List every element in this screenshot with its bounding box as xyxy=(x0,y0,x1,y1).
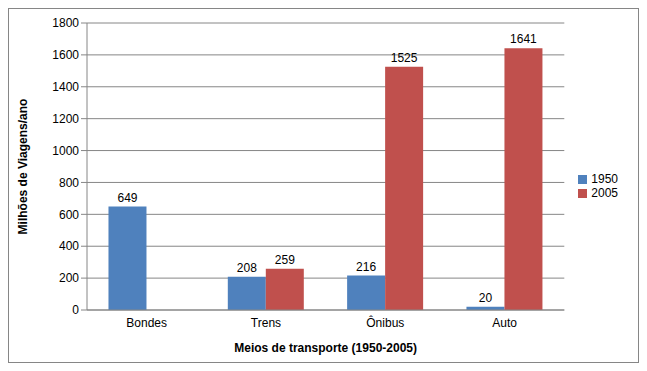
svg-text:208: 208 xyxy=(237,261,257,275)
svg-text:Trens: Trens xyxy=(251,316,281,330)
svg-text:600: 600 xyxy=(59,208,79,222)
svg-text:1600: 1600 xyxy=(52,48,79,62)
svg-text:1400: 1400 xyxy=(52,80,79,94)
svg-text:649: 649 xyxy=(117,191,137,205)
svg-text:Milhões de Viagens/ano: Milhões de Viagens/ano xyxy=(16,99,30,235)
svg-text:1641: 1641 xyxy=(510,32,537,46)
svg-text:0: 0 xyxy=(72,303,79,317)
svg-text:Auto: Auto xyxy=(492,316,517,330)
svg-text:200: 200 xyxy=(59,271,79,285)
html-text:1950: 1950 xyxy=(591,171,618,186)
svg-text:800: 800 xyxy=(59,176,79,190)
svg-text:Ônibus: Ônibus xyxy=(366,315,404,330)
svg-text:259: 259 xyxy=(275,253,295,267)
svg-text:1525: 1525 xyxy=(391,51,418,65)
svg-text:216: 216 xyxy=(356,260,376,274)
svg-text:20: 20 xyxy=(479,291,493,305)
svg-text:1800: 1800 xyxy=(52,16,79,30)
svg-text:1200: 1200 xyxy=(52,112,79,126)
svg-text:1000: 1000 xyxy=(52,144,79,158)
svg-text:Meios de transporte (1950-2005: Meios de transporte (1950-2005) xyxy=(234,341,417,355)
svg-text:400: 400 xyxy=(59,239,79,253)
html-text:2005: 2005 xyxy=(591,185,618,200)
svg-text:Bondes: Bondes xyxy=(126,316,167,330)
